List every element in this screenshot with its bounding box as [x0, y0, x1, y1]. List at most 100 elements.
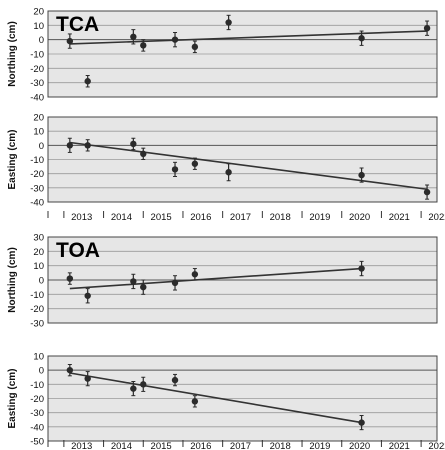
data-point [423, 25, 431, 32]
x-tick-label: 2017 [230, 212, 251, 223]
y-tick-label: -10 [30, 155, 44, 166]
data-point [140, 381, 147, 388]
trend-line [69, 372, 362, 424]
data-point [358, 171, 365, 179]
x-tick-label: 2019 [309, 212, 330, 223]
y-tick-label: -40 [30, 422, 44, 433]
y-tick-label: 10 [33, 127, 44, 138]
data-point [66, 366, 74, 374]
data-point [66, 275, 74, 282]
y-tick-label: -50 [30, 437, 44, 448]
station-title: TCA [56, 13, 99, 36]
x-tick-label: 2018 [270, 212, 291, 223]
data-point [358, 419, 365, 426]
panel-3: 30 20 10 0 -10 -20 -30 Northing (cm) TOA [7, 233, 438, 330]
y-tick-label: 30 [33, 233, 44, 244]
y-tick-label: 10 [33, 352, 44, 363]
x-tick-label: 2014 [111, 212, 132, 223]
data-point [171, 36, 179, 43]
y-tick-label: -10 [30, 290, 44, 301]
data-point [171, 279, 179, 287]
trend-line [69, 267, 362, 290]
y-tick-label: -20 [30, 304, 44, 315]
data-point [130, 33, 137, 40]
x-tick-label: 2018 [270, 441, 291, 450]
y-tick-label: 0 [39, 276, 44, 287]
y-tick-label: -30 [30, 183, 44, 194]
data-point [84, 292, 91, 299]
x-tick-label: 2021 [389, 212, 410, 223]
y-tick-label: 0 [39, 35, 44, 46]
data-point [130, 278, 137, 285]
data-point [66, 37, 74, 45]
y-axis-label: Northing (cm) [7, 247, 18, 313]
y-tick-label: -40 [30, 198, 44, 209]
y-tick-label: -30 [30, 408, 44, 419]
x-tick-label: 2016 [190, 441, 211, 450]
x-axis: 2013 2014 2015 2016 2017 2018 2019 2020 2021 2022 [47, 440, 445, 450]
x-tick-label: 2014 [111, 441, 132, 450]
y-tick-label: -20 [30, 64, 44, 75]
plot-frame [47, 355, 438, 442]
y-tick-label: 10 [33, 21, 44, 32]
x-tick-label: 2019 [309, 441, 330, 450]
y-axis-label: Easting (cm) [7, 129, 18, 189]
x-tick-label: 2020 [349, 441, 370, 450]
y-tick-label: 10 [33, 261, 44, 272]
x-tick-label: 2021 [389, 441, 410, 450]
x-tick-label: 2020 [349, 212, 370, 223]
data-point [191, 271, 199, 278]
data-point [191, 160, 199, 167]
y-tick-label: -10 [30, 50, 44, 61]
data-point [84, 375, 91, 382]
x-tick-label: 2016 [190, 212, 211, 223]
data-point [358, 35, 365, 42]
trend-line [69, 141, 428, 191]
station-title: TOA [56, 239, 100, 262]
x-axis: 2013 2014 2015 2016 2017 2018 2019 2020 2021 2022 [47, 211, 445, 223]
data-point [84, 78, 91, 85]
x-tick-label: 2015 [151, 212, 172, 223]
data-point [140, 150, 147, 158]
data-point [84, 142, 91, 149]
x-tick-label: 2013 [71, 441, 92, 450]
data-point [171, 166, 179, 173]
trend-line [69, 30, 428, 45]
data-point [171, 376, 179, 384]
data-point [66, 142, 74, 149]
y-tick-label: 0 [39, 141, 44, 152]
y-tick-label: -30 [30, 78, 44, 89]
y-tick-label: 20 [33, 7, 44, 18]
y-tick-label: -20 [30, 394, 44, 405]
panel-1: 20 10 0 -10 -20 -30 -40 Northing (cm) TCA [7, 7, 438, 104]
x-tick-label: 2022 [428, 212, 445, 223]
data-point [191, 398, 199, 405]
y-tick-label: 0 [39, 366, 44, 377]
y-axis-label: Northing (cm) [7, 21, 18, 87]
x-tick-label: 2013 [71, 212, 92, 223]
data-point [140, 283, 147, 291]
data-point [225, 169, 232, 176]
x-tick-label: 2017 [230, 441, 251, 450]
y-tick-label: -10 [30, 380, 44, 391]
y-axis-label: Easting (cm) [7, 368, 18, 428]
data-point [130, 385, 137, 392]
data-point [140, 42, 147, 49]
x-tick-label: 2022 [428, 441, 445, 450]
data-point [225, 19, 232, 26]
plot-frame [47, 116, 438, 203]
data-point [130, 140, 137, 148]
plot-frame [47, 236, 438, 324]
y-tick-label: -40 [30, 93, 44, 104]
plot-frame [47, 10, 438, 98]
data-point [191, 43, 199, 51]
y-tick-label: -30 [30, 319, 44, 330]
data-point [358, 265, 365, 272]
y-tick-label: 20 [33, 113, 44, 124]
y-tick-label: 20 [33, 247, 44, 258]
x-tick-label: 2015 [151, 441, 172, 450]
data-point [423, 188, 431, 196]
